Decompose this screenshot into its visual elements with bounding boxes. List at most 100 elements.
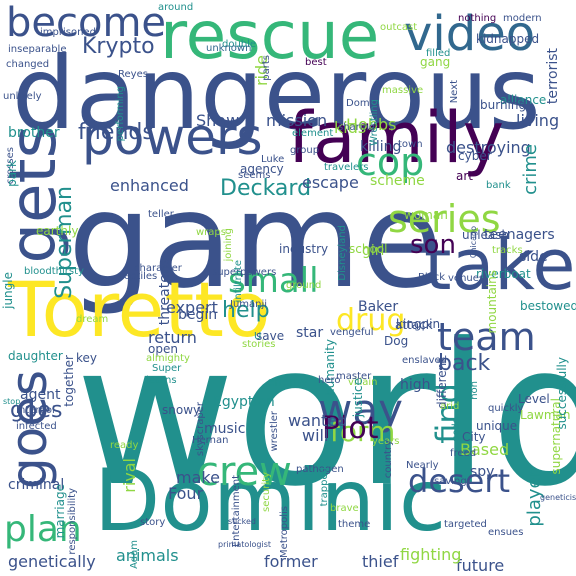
word-side: side xyxy=(519,249,548,265)
word-learns: learns xyxy=(146,375,177,386)
word-humanity: humanity xyxy=(323,339,337,396)
word-mission: mission xyxy=(266,111,328,130)
word-lawman: Lawman xyxy=(520,408,571,422)
word-targeted: targeted xyxy=(444,519,487,530)
word-riverboat: riverboat xyxy=(476,267,531,281)
word-ready: ready xyxy=(110,440,139,451)
word-enslaved: enslaved xyxy=(402,355,448,366)
word-killing: killing xyxy=(360,139,402,155)
word-girl: girl xyxy=(362,243,385,259)
word-tracks: tracks xyxy=(492,245,523,256)
word-drug: drug xyxy=(336,303,406,338)
word-make: make xyxy=(176,468,220,487)
word-save: save xyxy=(256,329,285,343)
word-superman: Superman xyxy=(52,186,77,299)
word-future: future xyxy=(456,556,505,575)
word-destroying: destroying xyxy=(446,138,531,157)
word-take: take xyxy=(424,224,576,306)
word-kids: kids xyxy=(334,118,367,137)
word-alliance: alliance xyxy=(500,93,547,107)
word-living: living xyxy=(516,111,560,130)
word-baker: Baker xyxy=(358,299,399,315)
word-character: character xyxy=(134,263,182,274)
word-quickly: quickly xyxy=(488,403,524,414)
word-infiltrate: infiltrate xyxy=(233,260,244,303)
word-massive: massive xyxy=(382,85,424,96)
word-family: family xyxy=(288,97,505,179)
word-fighting: fighting xyxy=(400,545,462,564)
word-burning: burning xyxy=(480,98,527,112)
word-crime: crime xyxy=(520,144,541,195)
word-disneyland: Disneyland xyxy=(337,225,348,281)
word-level: Level xyxy=(518,392,550,406)
word-star: star xyxy=(296,325,324,341)
word-snowy: snowy xyxy=(162,403,201,417)
word-egyptian: Egyptian xyxy=(213,394,275,410)
word-stop: stop xyxy=(3,397,21,406)
word-dom: Dom xyxy=(346,98,370,109)
word-performing: performing xyxy=(115,86,126,142)
word-school: school xyxy=(349,242,388,256)
word-bloodthirsty: bloodthirsty xyxy=(24,266,84,277)
word-primatologist: primatologist xyxy=(218,540,272,549)
word-criminal: criminal xyxy=(8,477,65,493)
word-way: way xyxy=(318,385,403,434)
word-goes-small: goes xyxy=(10,398,63,423)
word-around: around xyxy=(158,2,194,13)
word-wanted: wanted xyxy=(288,411,348,430)
word-former: former xyxy=(264,552,318,571)
word-black: Black xyxy=(418,272,446,283)
word-country: country xyxy=(383,440,394,479)
word-parts: parts xyxy=(261,55,272,81)
word-expert: expert xyxy=(166,298,218,317)
word-venues: venues xyxy=(448,273,485,284)
word-entertainment: Entertainment xyxy=(231,475,242,548)
word-unlikely: unlikely xyxy=(3,91,42,102)
word-small: small xyxy=(228,261,319,301)
word-back: back xyxy=(438,351,491,376)
word-will: will xyxy=(302,426,329,445)
word-friends: friends xyxy=(78,120,154,145)
word-krypto: Krypto xyxy=(82,34,155,59)
word-jungle: jungle xyxy=(1,272,15,309)
word-reyes: Reyes xyxy=(118,69,148,80)
word-daughter: daughter xyxy=(8,349,63,363)
word-villain: villain xyxy=(348,377,378,388)
word-shaw: Shaw xyxy=(196,111,240,130)
word-form: form xyxy=(330,415,396,448)
word-trapped: trapped xyxy=(319,467,330,507)
word-dog: Dog xyxy=(384,334,409,348)
word-based: Based xyxy=(460,440,510,459)
word-hero: hero xyxy=(318,375,341,386)
word-woman: woman xyxy=(404,208,448,222)
word-series: series xyxy=(388,197,501,241)
word-return: return xyxy=(148,328,197,347)
word-sharing: sharing xyxy=(338,122,376,133)
word-kingpin: kingpin xyxy=(396,317,441,331)
word-stories: stories xyxy=(242,339,276,350)
word-best: best xyxy=(305,57,327,68)
word-non: non xyxy=(469,381,480,400)
word-rescue: rescue xyxy=(160,0,380,74)
word-geneticist: geneticist xyxy=(540,493,576,502)
word-sucked: sucked xyxy=(228,517,256,526)
word-next: Next xyxy=(449,80,460,104)
word-son: son xyxy=(410,230,456,260)
word-metropolis: Metropolis xyxy=(279,506,290,558)
word-kidnapped: kidnapped xyxy=(476,32,540,46)
word-ground: ground xyxy=(286,280,322,291)
word-inseparable: inseparable xyxy=(8,44,67,55)
word-gods: gods xyxy=(451,418,462,443)
word-game: game xyxy=(68,164,443,318)
word-brave: brave xyxy=(330,503,359,514)
word-element: element xyxy=(292,128,334,139)
word-open: open xyxy=(148,342,178,356)
word-outcast: outcast xyxy=(380,22,418,33)
word-cyber: cyber xyxy=(458,149,492,163)
word-double: double xyxy=(222,39,257,50)
word-gang: gang xyxy=(420,55,451,69)
word-pathogen: pathogen xyxy=(296,464,344,475)
word-successfully: successfully xyxy=(555,357,569,430)
word-changed: changed xyxy=(6,59,50,70)
